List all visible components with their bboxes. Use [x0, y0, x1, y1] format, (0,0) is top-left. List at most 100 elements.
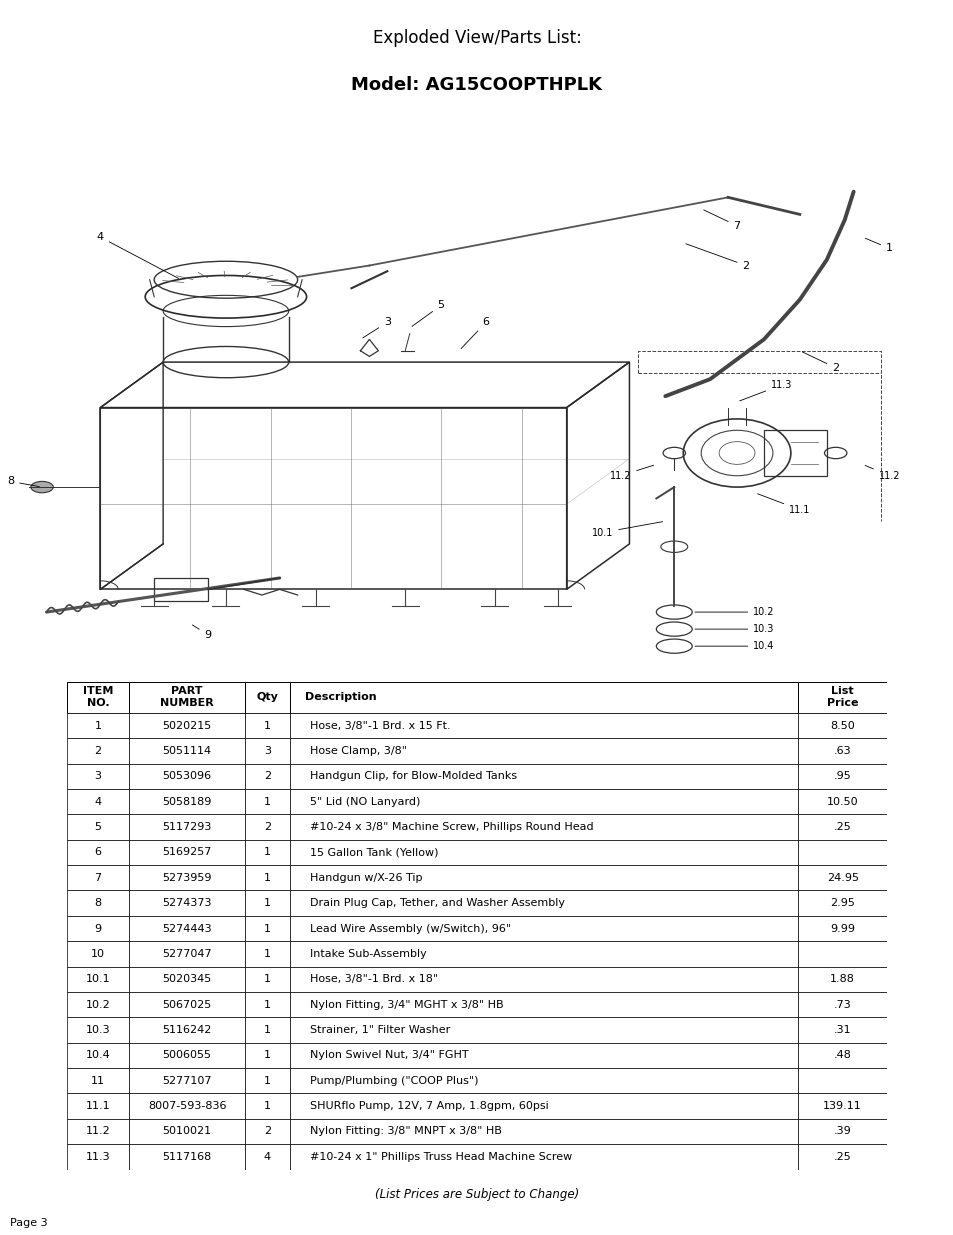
Text: 11.3: 11.3 — [739, 380, 792, 401]
Text: Hose, 3/8"-1 Brd. x 18": Hose, 3/8"-1 Brd. x 18" — [310, 974, 437, 984]
Bar — [763, 430, 826, 475]
Text: 5277047: 5277047 — [162, 948, 212, 958]
Text: 1: 1 — [264, 924, 271, 934]
Text: 10.2: 10.2 — [86, 999, 111, 1010]
Bar — [129, 890, 245, 916]
Bar — [798, 864, 886, 890]
Bar — [798, 992, 886, 1018]
Bar — [129, 789, 245, 814]
Bar — [129, 864, 245, 890]
Bar — [129, 967, 245, 992]
Text: 1: 1 — [264, 999, 271, 1010]
Text: .25: .25 — [833, 823, 851, 832]
Bar — [290, 739, 798, 763]
Text: 4: 4 — [264, 1152, 271, 1162]
Bar — [245, 992, 290, 1018]
Bar — [67, 840, 129, 864]
Bar — [290, 1144, 798, 1170]
Text: 2: 2 — [264, 823, 271, 832]
Bar — [290, 1042, 798, 1068]
Text: Page 3: Page 3 — [10, 1218, 47, 1228]
Bar — [67, 916, 129, 941]
Text: 4: 4 — [96, 232, 178, 278]
Text: 10.4: 10.4 — [86, 1050, 111, 1061]
Text: 3: 3 — [264, 746, 271, 756]
Text: Nylon Fitting: 3/8" MNPT x 3/8" HB: Nylon Fitting: 3/8" MNPT x 3/8" HB — [310, 1126, 501, 1136]
Text: 5277107: 5277107 — [162, 1076, 212, 1086]
Bar — [290, 967, 798, 992]
Bar — [798, 840, 886, 864]
Text: .31: .31 — [833, 1025, 850, 1035]
Text: 5006055: 5006055 — [163, 1050, 212, 1061]
Text: 15 Gallon Tank (Yellow): 15 Gallon Tank (Yellow) — [310, 847, 438, 857]
Text: 1: 1 — [264, 1025, 271, 1035]
Text: Hose, 3/8"-1 Brd. x 15 Ft.: Hose, 3/8"-1 Brd. x 15 Ft. — [310, 720, 450, 731]
Bar — [129, 763, 245, 789]
Bar — [798, 763, 886, 789]
Bar — [798, 916, 886, 941]
Bar — [290, 1119, 798, 1144]
Bar — [798, 789, 886, 814]
Bar — [245, 739, 290, 763]
Text: 2: 2 — [801, 352, 839, 373]
Text: PART
NUMBER: PART NUMBER — [160, 687, 213, 708]
Bar — [290, 1093, 798, 1119]
Text: 11.1: 11.1 — [86, 1102, 111, 1112]
Bar — [67, 1144, 129, 1170]
Bar — [67, 890, 129, 916]
Bar — [129, 992, 245, 1018]
Bar — [245, 967, 290, 992]
Text: 2.95: 2.95 — [829, 898, 854, 908]
Bar — [154, 578, 208, 600]
Text: 8: 8 — [7, 477, 39, 487]
Bar — [798, 890, 886, 916]
Bar — [129, 814, 245, 840]
Bar — [67, 1018, 129, 1042]
Text: 9: 9 — [193, 625, 212, 640]
Text: 11.1: 11.1 — [757, 494, 810, 515]
Bar — [290, 992, 798, 1018]
Bar — [798, 967, 886, 992]
Text: 1: 1 — [264, 1102, 271, 1112]
Bar — [290, 864, 798, 890]
Bar — [245, 1042, 290, 1068]
Text: Model: AG15COOPTHPLK: Model: AG15COOPTHPLK — [351, 75, 602, 94]
Ellipse shape — [30, 482, 53, 493]
Bar — [129, 1018, 245, 1042]
Bar — [129, 739, 245, 763]
Bar — [129, 682, 245, 713]
Text: 5169257: 5169257 — [162, 847, 212, 857]
Text: 11.3: 11.3 — [86, 1152, 111, 1162]
Bar — [67, 864, 129, 890]
Text: SHURflo Pump, 12V, 7 Amp, 1.8gpm, 60psi: SHURflo Pump, 12V, 7 Amp, 1.8gpm, 60psi — [310, 1102, 548, 1112]
Text: 5" Lid (NO Lanyard): 5" Lid (NO Lanyard) — [310, 797, 420, 806]
Text: 5117168: 5117168 — [162, 1152, 212, 1162]
Bar — [67, 941, 129, 967]
Text: (List Prices are Subject to Change): (List Prices are Subject to Change) — [375, 1188, 578, 1200]
Text: 10.1: 10.1 — [86, 974, 111, 984]
Bar — [129, 1144, 245, 1170]
Bar — [798, 941, 886, 967]
Text: 5116242: 5116242 — [162, 1025, 212, 1035]
Bar — [129, 840, 245, 864]
Text: Qty: Qty — [256, 693, 278, 703]
Text: 5020345: 5020345 — [162, 974, 212, 984]
Text: 10.50: 10.50 — [826, 797, 858, 806]
Bar — [798, 1068, 886, 1093]
Text: 5: 5 — [94, 823, 101, 832]
Text: 5020215: 5020215 — [162, 720, 212, 731]
Bar — [245, 864, 290, 890]
Bar — [67, 1119, 129, 1144]
Text: Exploded View/Parts List:: Exploded View/Parts List: — [373, 30, 580, 47]
Bar — [798, 1119, 886, 1144]
Text: 4: 4 — [94, 797, 101, 806]
Bar — [245, 763, 290, 789]
Text: List
Price: List Price — [826, 687, 858, 708]
Text: 11.2: 11.2 — [86, 1126, 111, 1136]
Text: 1: 1 — [264, 898, 271, 908]
Bar — [290, 1018, 798, 1042]
Text: 2: 2 — [264, 772, 271, 782]
Text: 1: 1 — [264, 948, 271, 958]
Text: Nylon Swivel Nut, 3/4" FGHT: Nylon Swivel Nut, 3/4" FGHT — [310, 1050, 468, 1061]
Bar — [245, 916, 290, 941]
